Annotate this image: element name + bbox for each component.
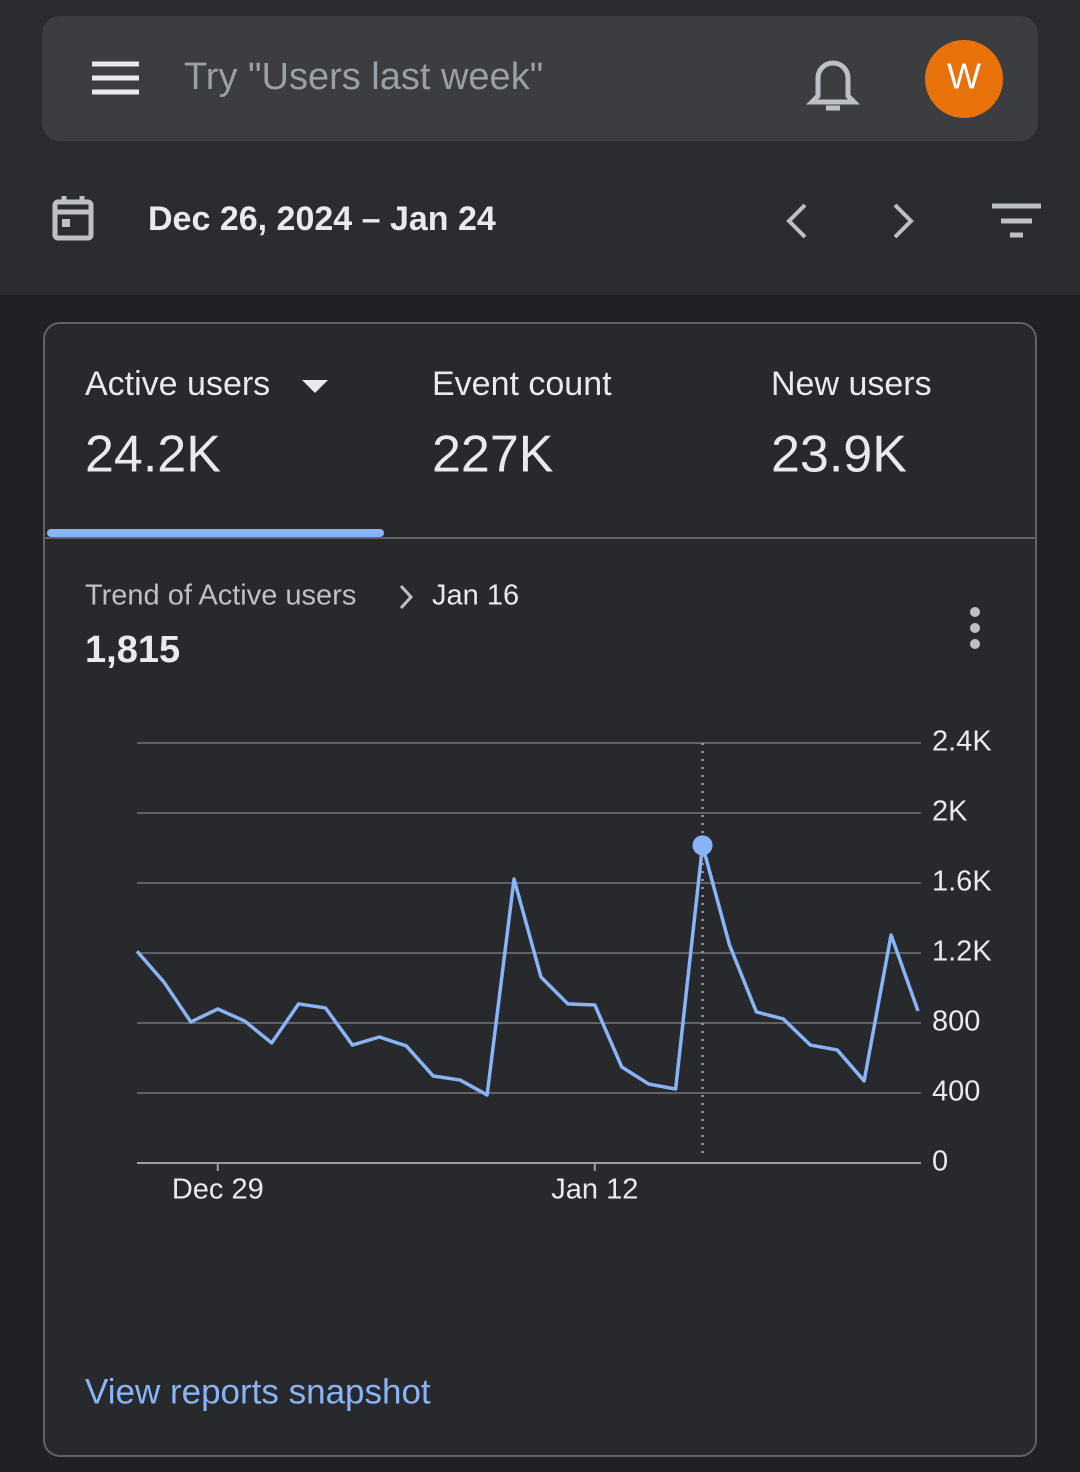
metric-label[interactable]: Event count [432, 365, 612, 403]
trend-date: Jan 16 [432, 580, 519, 612]
trend-title: Trend of Active users [85, 580, 356, 612]
metric-label[interactable]: New users [771, 365, 932, 403]
x-tick-label: Jan 12 [551, 1174, 638, 1206]
calendar-icon[interactable] [52, 196, 94, 241]
avatar[interactable] [925, 40, 1003, 118]
tab-indicator [47, 529, 384, 537]
dropdown-icon[interactable] [302, 380, 328, 393]
more-menu[interactable] [970, 607, 980, 649]
y-tick-label: 1.6K [932, 866, 992, 898]
y-tick-label: 400 [932, 1076, 980, 1108]
y-tick-label: 2.4K [932, 726, 992, 758]
x-tick-label: Dec 29 [172, 1174, 264, 1206]
y-tick-label: 1.2K [932, 936, 992, 968]
avatar-letter[interactable]: W [947, 56, 981, 97]
y-tick-label: 800 [932, 1006, 980, 1038]
bell-icon[interactable] [805, 60, 861, 111]
highlight-point [692, 835, 713, 856]
y-tick-label: 0 [932, 1146, 948, 1178]
search-placeholder[interactable]: Try "Users last week" [184, 56, 543, 98]
y-tick-label: 2K [932, 796, 968, 828]
metric-value: 227K [432, 426, 554, 484]
filter-icon[interactable] [992, 203, 1041, 238]
breadcrumb-arrow [399, 584, 414, 610]
search-bar[interactable] [42, 16, 1038, 141]
trend-value: 1,815 [85, 629, 180, 671]
metric-value: 24.2K [85, 426, 221, 484]
date-range[interactable]: Dec 26, 2024 – Jan 24 [148, 200, 496, 238]
prev-button[interactable] [786, 203, 807, 239]
next-button[interactable] [893, 203, 914, 239]
metric-value: 23.9K [771, 426, 907, 484]
line [135, 843, 920, 1097]
menu-icon[interactable] [92, 61, 139, 95]
snapshot-link[interactable]: View reports snapshot [85, 1372, 431, 1411]
metric-label[interactable]: Active users [85, 365, 270, 403]
card [43, 322, 1037, 1457]
